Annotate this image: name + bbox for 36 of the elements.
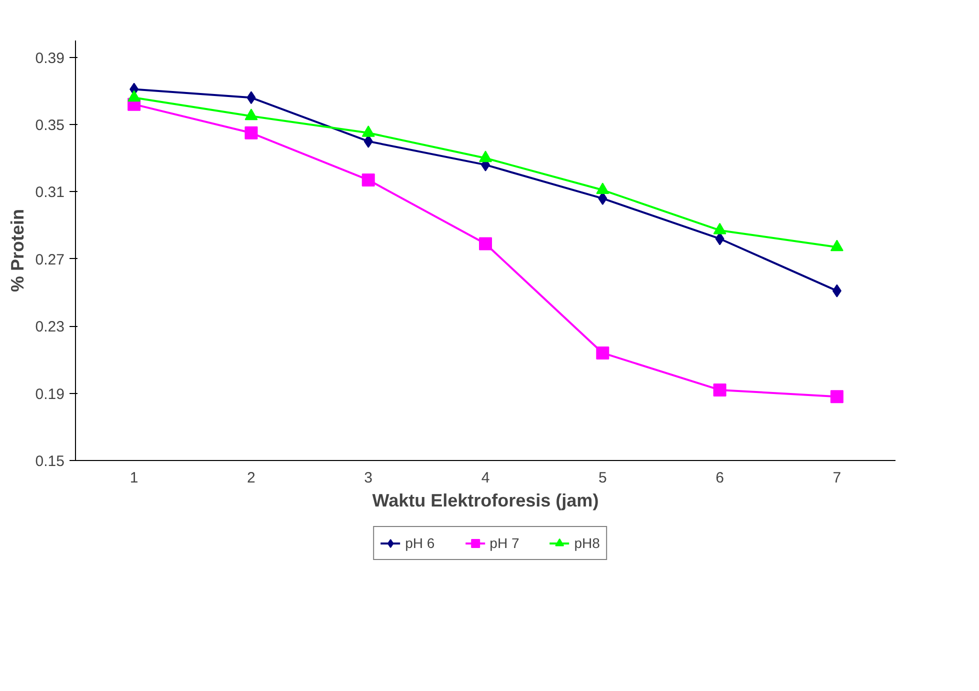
point xyxy=(479,150,492,162)
point xyxy=(128,90,141,102)
x-tick-label: 5 xyxy=(598,470,607,486)
point xyxy=(246,91,256,104)
x-tick-label: 4 xyxy=(481,470,490,486)
point xyxy=(715,232,724,246)
y-tick-label: 0.39 xyxy=(35,50,65,67)
point xyxy=(713,222,726,234)
y-axis-title: % Protein xyxy=(7,208,28,292)
y-tick-label: 0.19 xyxy=(35,386,65,403)
y-tick-label: 0.15 xyxy=(35,453,65,470)
point xyxy=(244,126,258,140)
x-tick-label: 2 xyxy=(247,470,256,486)
legend-label: pH8 xyxy=(574,535,600,551)
x-tick-label: 7 xyxy=(832,470,842,486)
x-tick-label: 3 xyxy=(364,470,373,486)
point xyxy=(244,108,258,120)
point xyxy=(832,284,842,298)
x-axis-title: Waktu Elektroforesis (jam) xyxy=(372,490,599,510)
x-tick-label: 6 xyxy=(716,470,724,486)
point xyxy=(479,237,492,250)
point xyxy=(830,390,844,404)
y-tick-label: 0.35 xyxy=(35,117,65,134)
y-tick-label: 0.31 xyxy=(35,184,65,202)
y-tick-label: 0.23 xyxy=(35,318,65,336)
legend-label: pH 7 xyxy=(490,535,520,551)
x-tick-label: 1 xyxy=(130,470,138,486)
point xyxy=(830,240,844,252)
point xyxy=(596,182,610,194)
point xyxy=(596,346,610,360)
point xyxy=(713,383,726,396)
y-tick-label: 0.27 xyxy=(35,251,65,268)
point xyxy=(362,173,375,186)
point xyxy=(362,125,375,137)
legend-label: pH 6 xyxy=(405,535,435,551)
point xyxy=(364,134,373,148)
